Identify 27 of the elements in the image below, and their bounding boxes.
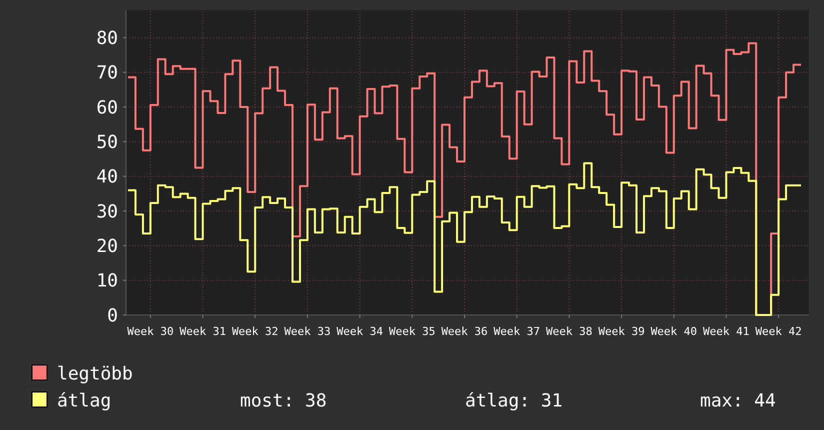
x-tick-label: Week 31 <box>180 325 226 338</box>
x-tick-label: Week 37 <box>494 325 540 338</box>
y-tick-label: 30 <box>96 201 118 222</box>
x-tick-label: Week 42 <box>755 325 802 338</box>
y-tick-label: 80 <box>96 28 118 50</box>
text: max: 44 <box>700 390 776 412</box>
x-tick-label: Week 35 <box>388 325 436 338</box>
x-tick-label: Week 38 <box>546 325 592 338</box>
x-tick-label: Week 30 <box>127 325 174 338</box>
y-tick-label: 20 <box>96 236 118 257</box>
x-tick-label: Week 39 <box>598 325 645 338</box>
y-tick-label: 50 <box>96 132 118 154</box>
text: most: 38 <box>240 390 327 412</box>
legend-label: átlag <box>57 390 112 412</box>
y-tick-label: 0 <box>107 305 118 326</box>
x-tick-label: Week 40 <box>650 325 698 338</box>
y-tick-label: 10 <box>96 270 118 292</box>
x-tick-label: Week 41 <box>703 325 750 338</box>
legend-label: legtöbb <box>57 363 133 384</box>
y-tick-label: 60 <box>96 97 118 118</box>
x-tick-label: Week 34 <box>336 325 384 338</box>
y-tick-label: 70 <box>96 62 118 84</box>
x-tick-label: Week 33 <box>284 325 331 338</box>
text: átlag: 31 <box>465 390 563 412</box>
x-tick-label: Week 36 <box>441 325 488 338</box>
x-tick-label: Week 32 <box>232 325 278 338</box>
y-tick-label: 40 <box>96 166 118 188</box>
